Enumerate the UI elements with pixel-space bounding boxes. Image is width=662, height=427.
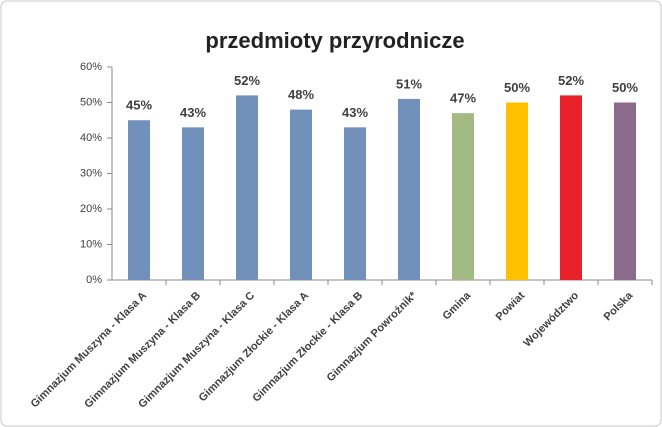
bar bbox=[506, 102, 528, 280]
bar bbox=[398, 98, 420, 280]
y-tick-label: 20% bbox=[80, 203, 102, 215]
y-tick-label: 10% bbox=[80, 238, 102, 250]
value-label: 52% bbox=[234, 73, 260, 88]
bar bbox=[236, 95, 258, 281]
value-label: 45% bbox=[126, 98, 152, 113]
y-tick-label: 0% bbox=[86, 274, 102, 286]
bar bbox=[344, 127, 366, 280]
bar bbox=[560, 95, 582, 281]
y-tick-label: 40% bbox=[80, 132, 102, 144]
bar bbox=[290, 109, 312, 280]
value-label: 50% bbox=[504, 80, 530, 95]
bar bbox=[128, 120, 150, 280]
y-tick-label: 50% bbox=[80, 96, 102, 108]
y-tick-label: 30% bbox=[80, 167, 102, 179]
bar bbox=[452, 113, 474, 281]
value-label: 50% bbox=[612, 80, 638, 95]
bar bbox=[614, 102, 636, 280]
value-label: 43% bbox=[342, 105, 368, 120]
chart-title: przedmioty przyrodnicze bbox=[205, 28, 464, 53]
value-label: 52% bbox=[558, 73, 584, 88]
value-label: 51% bbox=[396, 76, 422, 91]
value-label: 47% bbox=[450, 91, 476, 106]
value-label: 48% bbox=[288, 87, 314, 102]
value-label: 43% bbox=[180, 105, 206, 120]
y-tick-label: 60% bbox=[80, 61, 102, 73]
bar bbox=[182, 127, 204, 280]
